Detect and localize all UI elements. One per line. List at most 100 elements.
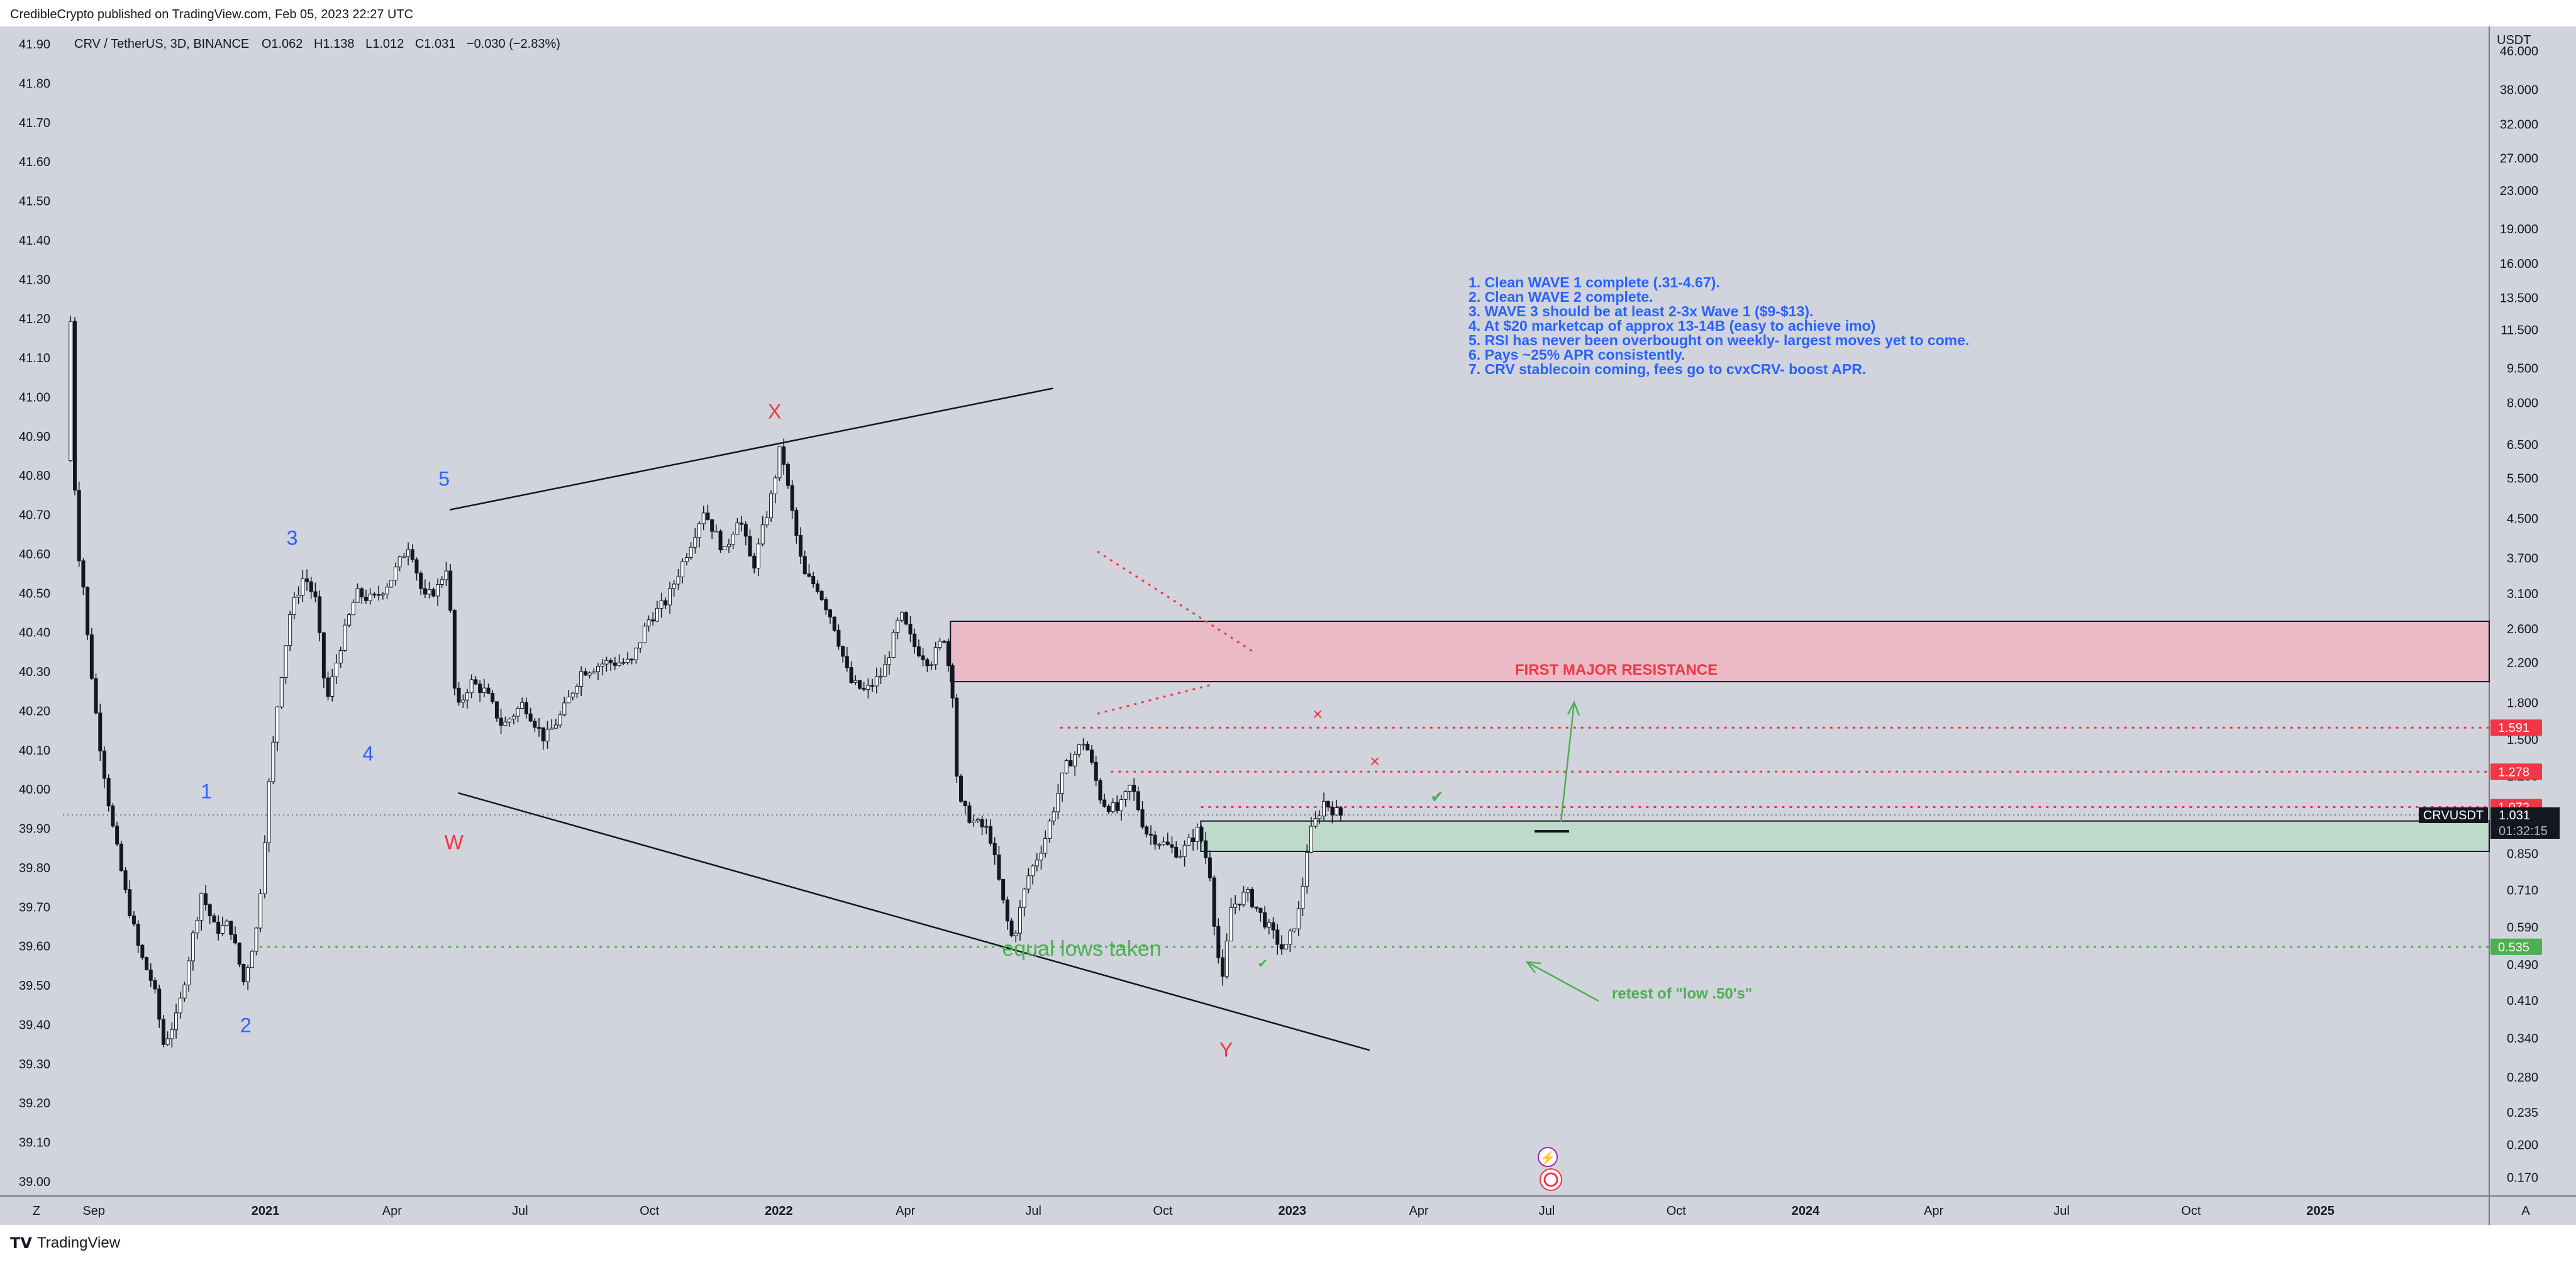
candle-body [111, 805, 115, 827]
candle-body [748, 536, 752, 556]
time-tick-label: Oct [1153, 1204, 1173, 1218]
left-tick-label: 41.40 [19, 234, 50, 248]
candle-body [1035, 860, 1039, 866]
candle-body [343, 624, 347, 651]
candle-body [575, 686, 579, 694]
candle-body [883, 664, 887, 677]
note-line: 2. Clean WAVE 2 complete. [1468, 289, 1653, 305]
candle-body [338, 650, 343, 663]
candle-body [866, 685, 870, 690]
candle-body [1031, 865, 1035, 877]
trendline [458, 792, 1370, 1051]
candle-body [849, 667, 853, 684]
price-tick-label: 1.800 [2507, 697, 2538, 711]
candle-body [617, 662, 621, 666]
candle-body [1145, 826, 1149, 835]
price-tick-label: 9.500 [2507, 362, 2538, 376]
time-tick-label: Apr [382, 1204, 402, 1218]
price-tick-label: 0.170 [2507, 1171, 2538, 1185]
candle-body [1140, 809, 1145, 827]
candle-body [862, 688, 866, 690]
candle-body [819, 591, 824, 601]
candle-body [1305, 852, 1309, 887]
candle-body [191, 933, 195, 961]
candle-body [634, 648, 638, 660]
wave-label: X [768, 401, 781, 423]
candle-body [393, 567, 397, 581]
left-tick-label: 41.50 [19, 195, 50, 209]
price-tick-label: 4.500 [2507, 512, 2538, 526]
candle-body [242, 964, 246, 982]
candle-body [178, 997, 182, 1014]
candle-body [89, 634, 94, 679]
candle-body [916, 646, 921, 656]
candle-body [697, 523, 702, 538]
svg-text:⚡: ⚡ [1540, 1150, 1556, 1165]
candle-body [891, 632, 896, 658]
time-tick-label: 2025 [2306, 1204, 2334, 1218]
candle-body [777, 446, 782, 479]
candle-body [1014, 933, 1018, 936]
candle-body [1157, 844, 1162, 846]
candle-body [237, 943, 242, 965]
candle-body [1001, 878, 1006, 900]
price-axis-panel[interactable] [2489, 26, 2576, 1225]
candle-body [790, 485, 794, 511]
candle-body [1005, 899, 1009, 922]
candle-body [427, 589, 431, 595]
time-axis-ticks[interactable]: Sep 2021 Apr Jul Oct 2022 Apr Jul Oct 2023 Apr Jul O… [82, 1204, 2334, 1218]
us-flag-event-icon[interactable] [1540, 1168, 1562, 1191]
legend[interactable]: CRV / TetherUS, 3D, BINANCE O1.062 H1.13… [74, 37, 560, 51]
price-tick-label: 0.340 [2507, 1032, 2538, 1046]
candle-body [165, 1038, 170, 1045]
candle-body [1279, 944, 1284, 949]
candle-body [444, 570, 448, 580]
zone-box [950, 621, 2490, 683]
triangle-upper-line [1097, 550, 1255, 654]
candle-body [1301, 885, 1305, 909]
price-tick-label: 46.000 [2500, 45, 2538, 58]
candle-body [1090, 750, 1094, 763]
candle-body [765, 518, 769, 526]
candle-body [786, 464, 790, 486]
candle-body [1102, 799, 1107, 807]
candle-body [1026, 875, 1031, 890]
candle-body [1229, 907, 1233, 941]
candle-body [461, 699, 465, 703]
candle-body [760, 524, 765, 545]
candle-body [1039, 853, 1043, 861]
candle-body [216, 921, 221, 934]
candle-body [326, 677, 330, 697]
candle-body [680, 561, 685, 577]
retest-arrow-head-icon [1525, 961, 1541, 973]
left-tick-label: 40.60 [19, 548, 50, 562]
price-tick-label: 0.410 [2507, 994, 2538, 1008]
candle-body [799, 534, 803, 557]
left-tick-label: 41.70 [19, 116, 50, 130]
candle-body [157, 988, 162, 1020]
price-tick-label: 11.500 [2501, 324, 2538, 338]
lightning-event-icon[interactable] [1538, 1147, 1558, 1167]
candle-body [1073, 754, 1077, 767]
candle-body [689, 546, 693, 558]
candle-body [663, 600, 668, 606]
price-chart[interactable]: ⚡ 1 2 3 4 5 W X Y CRV / TetherUS, 3D, BINANCE O… [0, 26, 2576, 1225]
chart-area[interactable]: ⚡ 1 2 3 4 5 W X Y CRV / TetherUS, 3D, BINANCE O… [0, 26, 2576, 1225]
candle-body [955, 697, 959, 777]
candle-body [1318, 816, 1322, 819]
timezone-toggle-button[interactable]: Z [33, 1204, 40, 1218]
tradingview-brand[interactable]: TV TradingView [10, 1234, 121, 1252]
candle-body [1047, 821, 1052, 839]
candle-body [128, 889, 132, 916]
candle-body [562, 702, 567, 716]
candle-body [347, 614, 352, 626]
candle-body [638, 642, 643, 649]
time-tick-label: Jul [512, 1204, 528, 1218]
candle-body [94, 678, 98, 714]
candle-body [1132, 785, 1136, 792]
candle-body [262, 842, 267, 894]
left-tick-label: 39.70 [19, 900, 50, 914]
candle-body [494, 701, 499, 719]
candle-body [153, 980, 157, 990]
auto-scale-button[interactable]: A [2521, 1204, 2530, 1218]
